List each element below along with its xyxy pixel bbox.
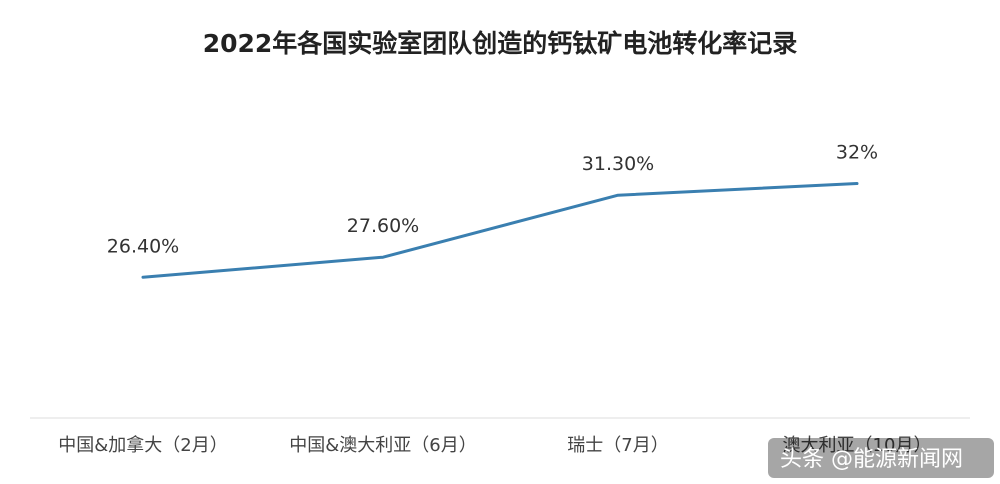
chart-title: 2022年各国实验室团队创造的钙钛矿电池转化率记录	[203, 29, 798, 58]
data-label-4: 32%	[836, 142, 878, 164]
x-axis-ticks: 中国&加拿大（2月） 中国&澳大利亚（6月） 瑞士（7月） 澳大利亚（10月）	[58, 434, 931, 456]
x-tick-label-4: 澳大利亚（10月）	[783, 435, 932, 456]
x-tick-label-3: 瑞士（7月）	[567, 435, 668, 456]
watermark: 头条 @能源新闻网	[768, 438, 994, 478]
data-label-2: 27.60%	[347, 215, 419, 237]
x-tick-label-1: 中国&加拿大（2月）	[58, 434, 228, 456]
series-line	[141, 182, 859, 279]
watermark-bg	[768, 438, 994, 478]
watermark-text: 头条 @能源新闻网	[780, 447, 963, 472]
data-labels: 26.40% 27.60% 31.30% 32%	[107, 142, 878, 258]
x-tick-label-2: 中国&澳大利亚（6月）	[289, 435, 477, 456]
data-label-3: 31.30%	[582, 153, 654, 175]
data-label-1: 26.40%	[107, 235, 179, 257]
